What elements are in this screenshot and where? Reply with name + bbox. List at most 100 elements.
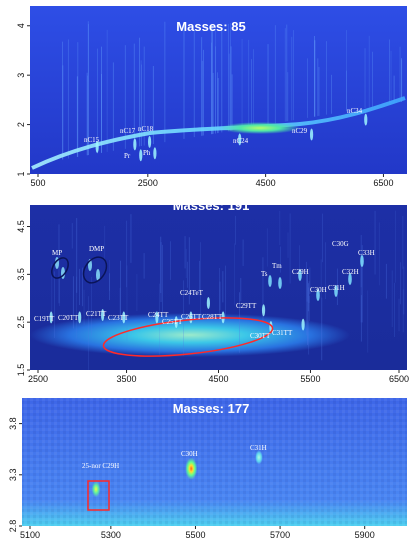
aromatic-spot bbox=[96, 269, 100, 281]
chart-panel-masses-177: Masses: 177 25-nor C29H C30H C31H 5100 53… bbox=[0, 398, 412, 550]
chart-svg-1: Masses: 85 nC15 nC17 nC18 Pr Ph nC24 nC2… bbox=[16, 6, 407, 188]
c25tt-label: C25TT bbox=[162, 318, 183, 326]
peak-spot bbox=[147, 135, 152, 148]
x-tick-label: 5500 bbox=[185, 530, 205, 540]
highlight-box bbox=[87, 480, 110, 511]
c24tt-label: C24TT bbox=[148, 311, 169, 319]
chart-title-3: Masses: 177 bbox=[173, 401, 250, 416]
c23tt-label: C23TT bbox=[108, 314, 129, 322]
peak-label-ph: Ph bbox=[143, 149, 151, 157]
peak-spot bbox=[133, 138, 137, 151]
hopane-spot bbox=[278, 277, 282, 289]
c31h-177-label: C31H bbox=[250, 444, 267, 452]
c30g-label: C30G bbox=[332, 240, 349, 248]
peak-spot bbox=[174, 316, 178, 329]
x-tick-label: 2500 bbox=[138, 178, 158, 188]
chart-svg-2: Masses: 191 MP DMP UCM Tm Ts C29H C30H C… bbox=[16, 198, 409, 387]
y-tick-label: 4 bbox=[16, 23, 26, 28]
peak-spot bbox=[238, 133, 242, 146]
y-tick-label: 2.8 bbox=[8, 520, 18, 533]
x-tick-label: 3500 bbox=[117, 374, 137, 384]
hopane-spot bbox=[360, 255, 364, 267]
y-tick-label: 2.5 bbox=[16, 316, 26, 329]
c30tt-label: C30TT bbox=[250, 332, 271, 340]
y-tick-label: 1.5 bbox=[16, 364, 26, 377]
chart-title-2: Masses: 191 bbox=[173, 198, 250, 213]
peak-spot bbox=[139, 149, 143, 162]
c31tt-label: C31TT bbox=[272, 329, 293, 337]
ts-label: Ts bbox=[261, 270, 268, 278]
y-tick-label: 3.5 bbox=[16, 268, 26, 281]
streak-group-1 bbox=[62, 21, 403, 160]
c28tt-label: C28TT bbox=[202, 313, 223, 321]
peak-spot bbox=[153, 147, 157, 160]
c29tt-label: C29TT bbox=[236, 302, 257, 310]
hopane-spot bbox=[348, 273, 352, 285]
peak-label-nc17: nC17 bbox=[120, 127, 136, 135]
chart-title-1: Masses: 85 bbox=[176, 19, 245, 34]
peak-label-nc29: nC29 bbox=[292, 127, 308, 135]
x-tick-label: 5300 bbox=[101, 530, 121, 540]
mp-ellipse bbox=[51, 257, 69, 279]
x-tick-label: 4500 bbox=[208, 374, 228, 384]
peak-spot bbox=[364, 113, 368, 126]
hopane-spot bbox=[268, 275, 272, 287]
mp-label: MP bbox=[52, 249, 62, 257]
y-ticks-3: 2.8 3.3 3.8 bbox=[8, 417, 22, 532]
x-tick-label: 6500 bbox=[373, 178, 393, 188]
y-tick-label: 3 bbox=[16, 73, 26, 78]
hopane-spot bbox=[334, 285, 338, 297]
y-tick-label: 1 bbox=[16, 171, 26, 176]
y-ticks-2: 1.5 2.5 3.5 4.5 bbox=[16, 220, 30, 376]
x-tick-label: 2500 bbox=[28, 374, 48, 384]
y-tick-label: 3.8 bbox=[8, 417, 18, 430]
c21tt-label: C21TT bbox=[86, 310, 107, 318]
x-tick-label: 6500 bbox=[389, 374, 409, 384]
peak-spot bbox=[122, 311, 126, 324]
peak-spot bbox=[155, 311, 159, 324]
peak-label-nc34: nC34 bbox=[347, 107, 363, 115]
peak-spot bbox=[91, 481, 101, 498]
retention-trace-1 bbox=[31, 96, 406, 170]
tm-label: Tm bbox=[272, 262, 282, 270]
x-tick-label: 5100 bbox=[20, 530, 40, 540]
c20tt-label: C20TT bbox=[58, 314, 79, 322]
noise-overlay-3 bbox=[22, 398, 407, 526]
dmp-label: DMP bbox=[89, 245, 104, 253]
chart-panel-masses-191: Masses: 191 MP DMP UCM Tm Ts C29H C30H C… bbox=[0, 195, 412, 395]
x-ticks-3: 5100 5300 5500 5700 5900 bbox=[20, 526, 375, 540]
peak-spot bbox=[78, 311, 82, 324]
x-ticks-1: 500 2500 4500 6500 bbox=[30, 174, 393, 188]
peak-label-nc18: nC18 bbox=[138, 125, 154, 133]
peak-spot bbox=[309, 128, 314, 141]
peak-spot bbox=[301, 318, 305, 331]
chart-panel-masses-85: Masses: 85 nC15 nC17 nC18 Pr Ph nC24 nC2… bbox=[0, 0, 412, 190]
c19tt-label: C19TT bbox=[34, 315, 55, 323]
x-tick-label: 5500 bbox=[300, 374, 320, 384]
peak-label-pr: Pr bbox=[124, 152, 131, 160]
ucm-label: UCM bbox=[165, 372, 195, 387]
chart-svg-3: Masses: 177 25-nor C29H C30H C31H 5100 53… bbox=[8, 398, 407, 540]
c29h-label: C29H bbox=[292, 268, 309, 276]
dmp-ellipse bbox=[82, 256, 108, 284]
y-ticks-1: 1 2 3 4 bbox=[16, 23, 30, 177]
c31h-label: C31H bbox=[328, 284, 345, 292]
x-tick-label: 4500 bbox=[256, 178, 276, 188]
hot-zone-1 bbox=[220, 122, 300, 134]
c33h-label: C33H bbox=[358, 249, 375, 257]
peak-label-nc24: nC24 bbox=[233, 137, 249, 145]
peak-spot bbox=[185, 457, 198, 480]
c26tt-label: C26TT bbox=[181, 313, 202, 321]
peak-spot bbox=[49, 311, 53, 324]
c30h-label: C30H bbox=[310, 286, 327, 294]
y-tick-label: 3.3 bbox=[8, 469, 18, 482]
nor-c29h-label: 25-nor C29H bbox=[82, 462, 119, 470]
x-ticks-2: 2500 3500 4500 5500 6500 bbox=[28, 370, 409, 384]
peak-spot bbox=[95, 140, 99, 153]
peak-spot bbox=[206, 297, 210, 310]
y-tick-label: 2 bbox=[16, 122, 26, 127]
peak-spot bbox=[255, 450, 263, 465]
peak-spot bbox=[101, 309, 105, 321]
peak-group-1 bbox=[95, 113, 368, 162]
peak-spot bbox=[261, 304, 266, 317]
